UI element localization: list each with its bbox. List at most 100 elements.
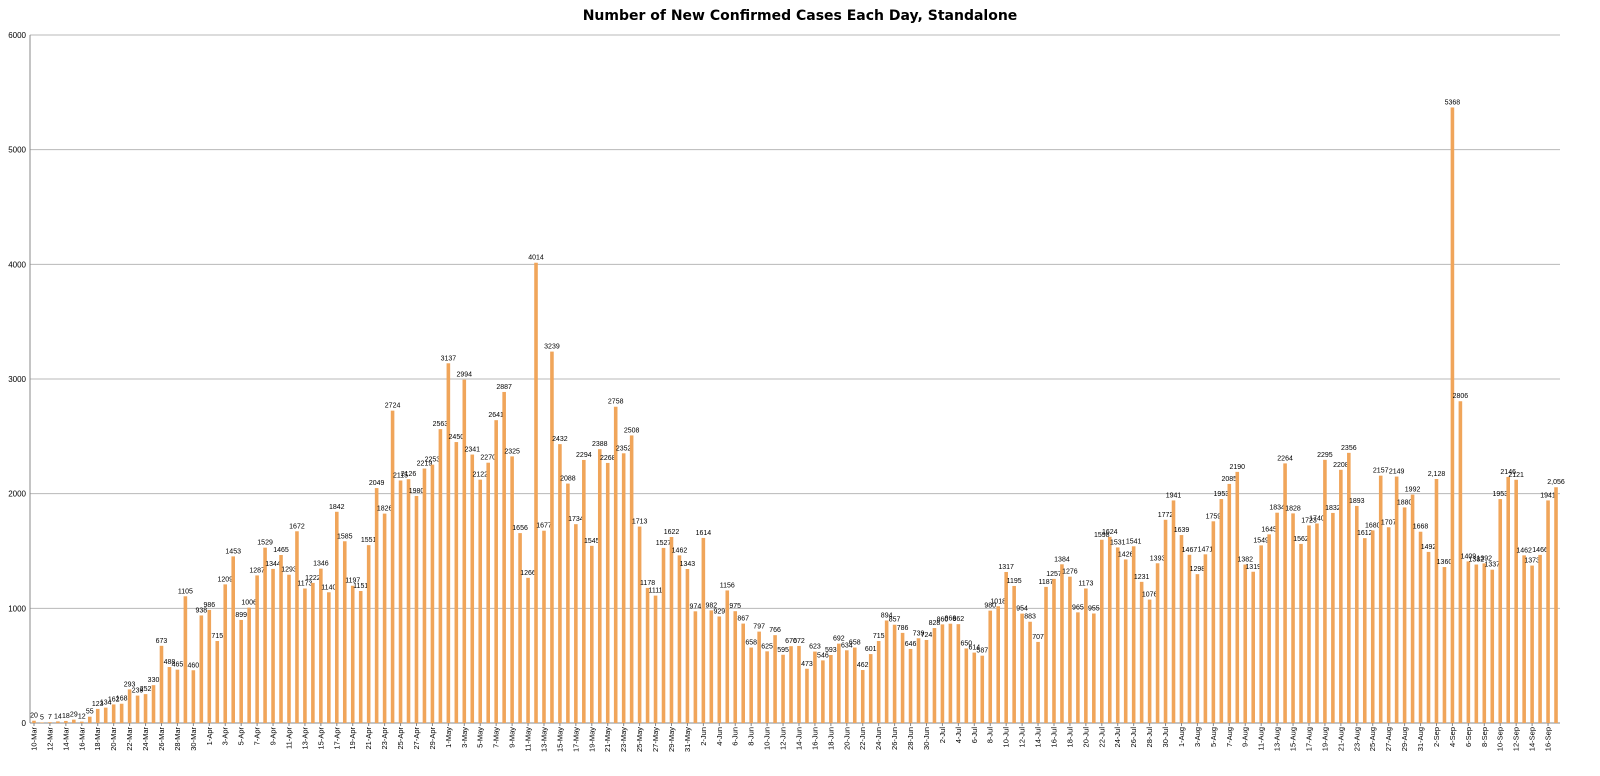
data-label: 623 — [809, 644, 821, 651]
bar — [845, 650, 849, 723]
bar — [1490, 569, 1495, 723]
data-label: 1409 — [1461, 553, 1477, 560]
data-label: 1346 — [313, 561, 329, 568]
data-label: 293 — [124, 681, 136, 688]
bar — [135, 695, 140, 723]
x-tick-label: 2-Jul — [938, 727, 947, 744]
bar — [446, 363, 451, 723]
data-label: 1173 — [1078, 580, 1093, 587]
bar — [590, 545, 594, 723]
bar — [677, 555, 682, 723]
bar — [1020, 613, 1024, 723]
bar — [1331, 512, 1335, 723]
data-label: 938 — [195, 607, 207, 614]
bar — [1227, 483, 1232, 723]
x-tick-label: 19-Apr — [348, 727, 357, 750]
data-label: 670 — [785, 638, 797, 645]
x-tick-label: 8-Jun — [747, 727, 756, 746]
x-tick-label: 28-Jun — [906, 727, 915, 750]
x-tick-label: 30-Mar — [189, 727, 198, 751]
data-label: 1156 — [720, 582, 735, 589]
x-tick-label: 24-Jun — [874, 727, 883, 750]
data-label: 1373 — [1524, 558, 1540, 565]
bar — [1347, 452, 1351, 723]
data-label: 134 — [100, 700, 112, 707]
bar — [542, 530, 546, 723]
data-label: 2115 — [393, 472, 408, 479]
data-label: 2641 — [488, 412, 504, 419]
bar — [1171, 500, 1176, 723]
x-tick-label: 10-Jul — [1002, 727, 1011, 748]
x-tick-label: 7-Apr — [253, 727, 262, 746]
bar — [72, 719, 76, 723]
bar — [56, 721, 60, 723]
x-tick-label: 1-Apr — [205, 727, 214, 746]
data-label: 2149 — [1389, 469, 1405, 476]
x-tick-label: 30-Jun — [922, 727, 931, 750]
data-label: 1772 — [1158, 512, 1174, 519]
bar — [1179, 535, 1184, 723]
data-label: 974 — [690, 603, 702, 610]
x-tick-label: 4-Sep — [1448, 727, 1457, 747]
bar — [1211, 521, 1216, 723]
data-label: 2085 — [1222, 476, 1238, 483]
data-label: 646 — [905, 641, 917, 648]
data-label: 330 — [148, 677, 160, 684]
data-label: 1471 — [1198, 546, 1214, 553]
bar — [247, 607, 251, 723]
data-label: 1941 — [1540, 492, 1556, 499]
x-tick-label: 9-Aug — [1241, 727, 1250, 747]
x-tick-label: 20-Jun — [842, 727, 851, 750]
x-tick-label: 13-May — [539, 727, 548, 752]
data-label: 1614 — [696, 530, 712, 537]
data-label: 866 — [945, 616, 957, 623]
bar — [1219, 499, 1224, 723]
data-label: 1140 — [321, 584, 336, 591]
data-label: 828 — [929, 620, 941, 627]
bar — [629, 435, 634, 723]
data-label: 1195 — [1007, 578, 1022, 585]
bar — [1235, 471, 1240, 723]
bar — [1283, 463, 1287, 723]
data-label: 1834 — [1269, 505, 1285, 512]
bar — [837, 643, 841, 723]
bar — [1378, 475, 1383, 723]
bar — [486, 462, 490, 723]
bar — [231, 556, 235, 723]
data-label: 986 — [203, 602, 215, 609]
bar — [1402, 507, 1407, 723]
bar — [733, 611, 738, 723]
data-label: 954 — [1016, 606, 1028, 613]
data-label: 1713 — [632, 519, 648, 526]
data-label: 2806 — [1453, 393, 1469, 400]
x-tick-label: 20-Mar — [109, 727, 118, 751]
bar — [669, 537, 674, 723]
bar — [1514, 479, 1518, 723]
bar — [948, 623, 953, 723]
data-label: 658 — [745, 640, 757, 647]
data-label: 1384 — [1054, 556, 1070, 563]
data-label: 601 — [865, 646, 877, 653]
bar — [526, 577, 530, 723]
bar — [1418, 531, 1423, 723]
bar — [868, 654, 873, 723]
bar — [701, 537, 706, 723]
data-label: 1723 — [1301, 517, 1317, 524]
data-label: 488 — [164, 659, 176, 666]
x-tick-label: 15-Aug — [1289, 727, 1298, 751]
bar — [1275, 512, 1279, 723]
data-label: 739 — [913, 630, 925, 637]
bar — [510, 456, 514, 723]
data-label: 20 — [30, 713, 38, 720]
bar — [1522, 555, 1526, 723]
data-label: 724 — [921, 632, 933, 639]
bar — [1036, 641, 1040, 723]
bar — [358, 591, 363, 723]
bar — [263, 547, 267, 723]
bar — [805, 668, 809, 723]
bar — [239, 619, 243, 723]
y-tick-label: 2000 — [8, 490, 26, 499]
data-label: 2724 — [385, 403, 401, 410]
bar — [167, 667, 172, 723]
x-tick-label: 18-Jun — [826, 727, 835, 750]
